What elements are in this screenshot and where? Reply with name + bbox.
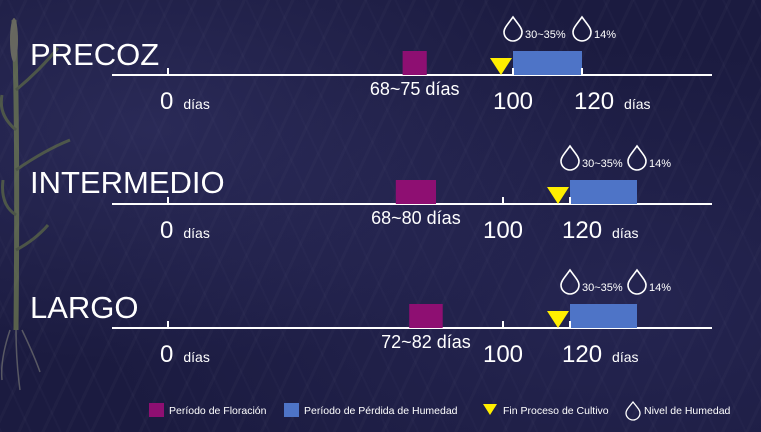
moisture-level-label: 14%	[649, 158, 671, 170]
legend-swatch-flowering	[149, 403, 164, 417]
tick-value: 120	[562, 341, 602, 368]
moisture-level-label: 30~35%	[525, 29, 566, 41]
legend-label-moisture-loss: Período de Pérdida de Humedad	[304, 405, 458, 417]
timeline-row-precoz: PRECOZ 68~75 días 30~35% 14% 0 días 100 120 días	[30, 15, 712, 115]
flowering-period-label: 68~80 días	[371, 208, 461, 228]
tick-label: 120 días	[562, 217, 639, 244]
moisture-level-label: 14%	[594, 29, 616, 41]
flowering-period-bar	[395, 180, 436, 204]
tick-label: 120 días	[574, 88, 651, 115]
tick-value: 120	[574, 88, 614, 115]
row-title: LARGO	[30, 290, 139, 325]
tick-label: 0 días	[160, 88, 210, 115]
flowering-period-label: 72~82 días	[381, 332, 471, 352]
moisture-level-label: 30~35%	[582, 158, 623, 170]
tick-unit: días	[183, 96, 209, 112]
moisture-level-label: 14%	[649, 282, 671, 294]
water-drop-icon	[503, 15, 523, 42]
moisture-loss-bar	[570, 304, 637, 328]
corn-plant-illustration	[0, 18, 71, 391]
moisture-level-label: 30~35%	[582, 282, 623, 294]
timeline-row-largo: LARGO 72~82 días 30~35% 14% 0 días 100 120 días	[30, 268, 712, 368]
tick-unit: días	[612, 225, 638, 241]
legend-swatch-moisture-loss	[284, 403, 299, 417]
end-process-marker-icon	[490, 58, 512, 75]
legend-label-flowering: Período de Floración	[169, 405, 267, 417]
tick-label: 100	[483, 217, 523, 244]
tick-label: 100	[483, 341, 523, 368]
tick-label: 120 días	[562, 341, 639, 368]
end-process-marker-icon	[547, 311, 569, 328]
tick-unit: días	[183, 349, 209, 365]
tick-value: 120	[562, 217, 602, 244]
tick-unit: días	[183, 225, 209, 241]
water-drop-icon	[560, 268, 580, 295]
legend-water-drop-icon	[625, 400, 641, 421]
water-drop-icon	[627, 268, 647, 295]
water-drop-icon	[560, 144, 580, 171]
tick-value: 0	[160, 88, 173, 115]
tick-unit: días	[612, 349, 638, 365]
flowering-period-bar	[409, 304, 443, 328]
timeline-row-intermedio: INTERMEDIO 68~80 días 30~35% 14% 0 días 100 120…	[30, 144, 712, 244]
flowering-period-bar	[402, 51, 427, 75]
tick-value: 0	[160, 217, 173, 244]
tick-value: 100	[483, 341, 523, 368]
tick-value: 100	[493, 88, 533, 115]
tick-value: 100	[483, 217, 523, 244]
tick-unit: días	[624, 96, 650, 112]
water-drop-icon	[572, 15, 592, 42]
moisture-loss-bar	[513, 51, 582, 75]
end-process-marker-icon	[547, 187, 569, 204]
moisture-loss-bar	[570, 180, 637, 204]
legend-label-end-process: Fin Proceso de Cultivo	[503, 405, 609, 417]
tick-label: 0 días	[160, 341, 210, 368]
tick-label: 0 días	[160, 217, 210, 244]
legend-end-marker-icon	[483, 404, 497, 415]
row-title: PRECOZ	[30, 37, 159, 72]
legend-label-moisture-level: Nivel de Humedad	[644, 405, 731, 417]
row-title: INTERMEDIO	[30, 165, 225, 200]
flowering-period-label: 68~75 días	[370, 79, 460, 99]
legend: Período de Floración Período de Pérdida …	[149, 400, 731, 421]
tick-value: 0	[160, 341, 173, 368]
tick-label: 100	[493, 88, 533, 115]
water-drop-icon	[627, 144, 647, 171]
